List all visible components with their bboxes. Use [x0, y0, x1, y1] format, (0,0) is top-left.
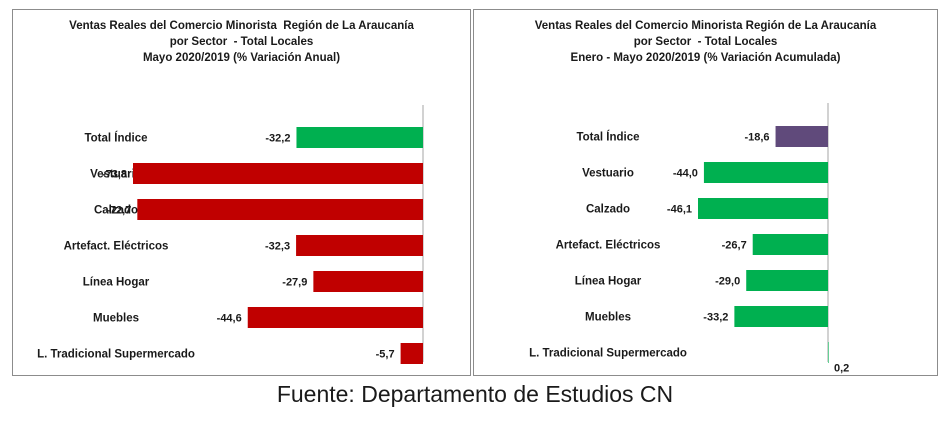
category-label: Vestuario: [582, 168, 634, 180]
bar-chart-annual: Total Índice -32,2 Vestuario-73,8 Calzado-7…: [37, 105, 424, 364]
bar: [746, 270, 828, 291]
bar: [313, 271, 423, 292]
chart-title: Ventas Reales del Comercio Minorista Reg…: [474, 18, 937, 66]
chart-title-line: por Sector - Total Locales: [169, 36, 314, 48]
data-label: -29,0: [715, 276, 740, 288]
bar: [400, 343, 423, 364]
data-label: -72,7: [106, 205, 131, 217]
category-label: Calzado: [586, 204, 630, 216]
chart-title: Ventas Reales del Comercio Minorista Reg…: [13, 18, 470, 66]
bar: [703, 162, 828, 183]
category-label: Calzado: [94, 205, 138, 217]
data-label: -33,2: [703, 312, 728, 324]
category-label: Artefact. Eléctricos: [556, 240, 661, 252]
category-label: Muebles: [585, 312, 631, 324]
data-label: -5,7: [376, 349, 395, 361]
chart-title-line: Ventas Reales del Comercio Minorista Reg…: [534, 20, 877, 32]
bar: [247, 307, 423, 328]
bar: [296, 127, 423, 148]
bar: [296, 235, 423, 256]
data-label: 0,2: [834, 363, 849, 375]
bar: [137, 199, 423, 220]
data-label: -26,7: [722, 240, 747, 252]
data-label: -27,9: [282, 277, 307, 289]
bar: [133, 163, 423, 184]
category-label: Total Índice: [84, 132, 147, 145]
bar: [752, 234, 828, 255]
category-label: Línea Hogar: [83, 277, 150, 289]
category-label: Total Índice: [576, 131, 639, 144]
category-label: Muebles: [93, 313, 139, 325]
category-label: Línea Hogar: [575, 276, 642, 288]
data-label: -44,0: [673, 168, 698, 180]
bar: [734, 306, 828, 327]
bar-chart-cumulative: Total Índice -18,6 Vestuario -44,0 Calzado -4…: [529, 103, 849, 375]
chart-title-line: Ventas Reales del Comercio Minorista Reg…: [69, 20, 414, 32]
data-label: -18,6: [744, 132, 769, 144]
bar: [775, 126, 828, 147]
source-caption: Fuente: Departamento de Estudios CN: [276, 381, 674, 407]
chart-title-line: por Sector - Total Locales: [633, 36, 778, 48]
chart-title-line: Enero - Mayo 2020/2019 (% Variación Acum…: [570, 52, 841, 64]
chart-panel-annual: Ventas Reales del Comercio Minorista Reg…: [12, 9, 471, 376]
category-label: Vestuario: [90, 169, 142, 181]
data-label: -73,8: [102, 169, 127, 181]
data-label: -46,1: [667, 204, 692, 216]
category-label: L. Tradicional Supermercado: [37, 349, 195, 361]
data-label: -44,6: [217, 313, 242, 325]
data-label: -32,2: [265, 133, 290, 145]
category-label: L. Tradicional Supermercado: [529, 348, 687, 360]
chart-title-line: Mayo 2020/2019 (% Variación Anual): [142, 52, 341, 64]
bar: [698, 198, 828, 219]
chart-panel-cumulative: Ventas Reales del Comercio Minorista Reg…: [473, 9, 938, 376]
bar: [828, 342, 829, 363]
category-label: Artefact. Eléctricos: [64, 241, 169, 253]
data-label: -32,3: [265, 241, 290, 253]
